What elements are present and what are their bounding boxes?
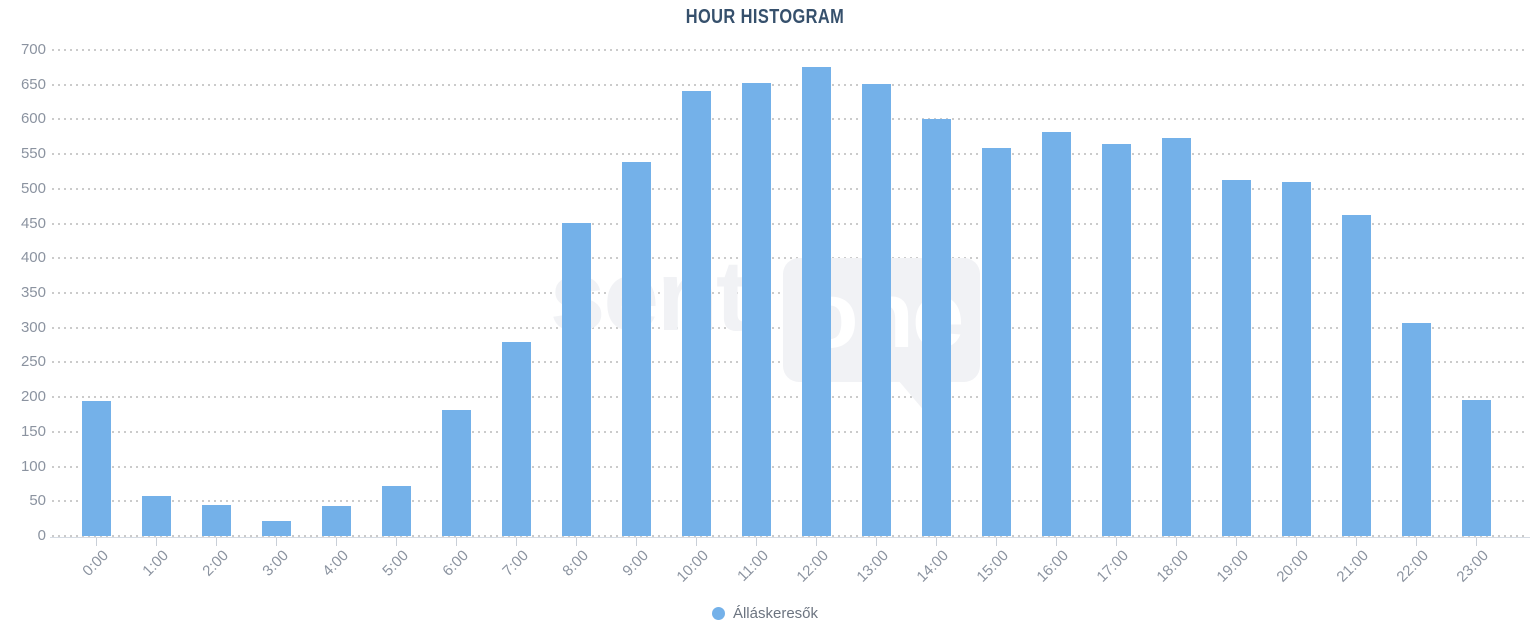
bar-200[interactable]	[201, 505, 231, 536]
x-tick	[216, 538, 217, 546]
x-tick	[96, 538, 97, 546]
bar-2100[interactable]	[1341, 215, 1371, 536]
h-gridline	[52, 222, 1528, 225]
h-gridline	[52, 396, 1528, 399]
y-axis-label: 50	[29, 492, 46, 510]
bar-1700[interactable]	[1101, 144, 1131, 536]
y-axis-label: 150	[20, 422, 46, 440]
x-tick	[876, 538, 877, 546]
legend-item[interactable]: Álláskeresők	[0, 601, 1530, 625]
x-tick	[1416, 538, 1417, 546]
y-axis-label: 300	[20, 318, 46, 336]
bar-400[interactable]	[321, 506, 351, 536]
x-tick	[1176, 538, 1177, 546]
bar-1800[interactable]	[1161, 138, 1191, 536]
x-tick	[696, 538, 697, 546]
bar-900[interactable]	[621, 162, 651, 536]
chart-title: HOUR HISTOGRAM	[685, 6, 845, 28]
x-axis-line	[50, 537, 1530, 538]
bar-600[interactable]	[441, 410, 471, 536]
x-tick	[756, 538, 757, 546]
h-gridline	[52, 153, 1528, 156]
h-gridline	[52, 430, 1528, 433]
h-gridline	[52, 465, 1528, 468]
bar-2300[interactable]	[1461, 400, 1491, 536]
y-axis-label: 350	[20, 284, 46, 301]
x-tick	[936, 538, 937, 546]
bar-1200[interactable]	[801, 67, 831, 536]
bar-1400[interactable]	[921, 119, 951, 536]
legend-marker-icon	[711, 606, 725, 620]
x-tick	[276, 538, 277, 546]
bar-800[interactable]	[561, 223, 591, 536]
y-axis-label: 450	[20, 214, 46, 232]
legend-label: Álláskeresők	[732, 604, 819, 622]
y-axis-label: 550	[20, 145, 46, 163]
bar-1000[interactable]	[681, 91, 711, 536]
y-axis-label: 200	[20, 388, 46, 406]
x-tick	[1296, 538, 1297, 546]
bar-1500[interactable]	[981, 148, 1011, 536]
x-tick	[996, 538, 997, 546]
h-gridline	[52, 187, 1528, 190]
y-axis-label: 600	[20, 110, 46, 128]
y-axis-label: 650	[20, 75, 46, 93]
x-tick	[1356, 538, 1357, 546]
bar-700[interactable]	[501, 342, 531, 536]
y-axis-label: 400	[20, 249, 46, 267]
h-gridline	[52, 49, 1528, 51]
x-tick	[336, 538, 337, 546]
x-tick	[636, 538, 637, 546]
y-axis-label: 250	[20, 353, 46, 371]
bar-300[interactable]	[261, 521, 291, 536]
x-tick	[576, 538, 577, 546]
bar-2200[interactable]	[1401, 323, 1431, 536]
bar-1900[interactable]	[1221, 180, 1251, 536]
y-axis-label: 100	[20, 457, 46, 475]
x-tick	[1236, 538, 1237, 546]
x-tick	[456, 538, 457, 546]
bar-1600[interactable]	[1041, 132, 1071, 536]
h-gridline	[52, 500, 1528, 503]
y-axis-label: 0	[37, 527, 46, 544]
bar-100[interactable]	[141, 496, 171, 536]
bar-2000[interactable]	[1281, 182, 1311, 536]
x-tick	[156, 538, 157, 546]
bar-000[interactable]	[81, 401, 111, 536]
bar-1300[interactable]	[861, 84, 891, 536]
h-gridline	[52, 118, 1528, 121]
y-axis-label: 700	[20, 41, 46, 58]
x-tick	[1116, 538, 1117, 546]
bar-500[interactable]	[381, 486, 411, 536]
bar-1100[interactable]	[741, 83, 771, 536]
y-axis-label: 500	[20, 179, 46, 197]
h-gridline	[52, 83, 1528, 86]
h-gridline	[52, 535, 1528, 537]
x-tick	[816, 538, 817, 546]
x-tick	[516, 538, 517, 546]
x-tick	[1476, 538, 1477, 546]
x-tick	[396, 538, 397, 546]
x-tick	[1056, 538, 1057, 546]
